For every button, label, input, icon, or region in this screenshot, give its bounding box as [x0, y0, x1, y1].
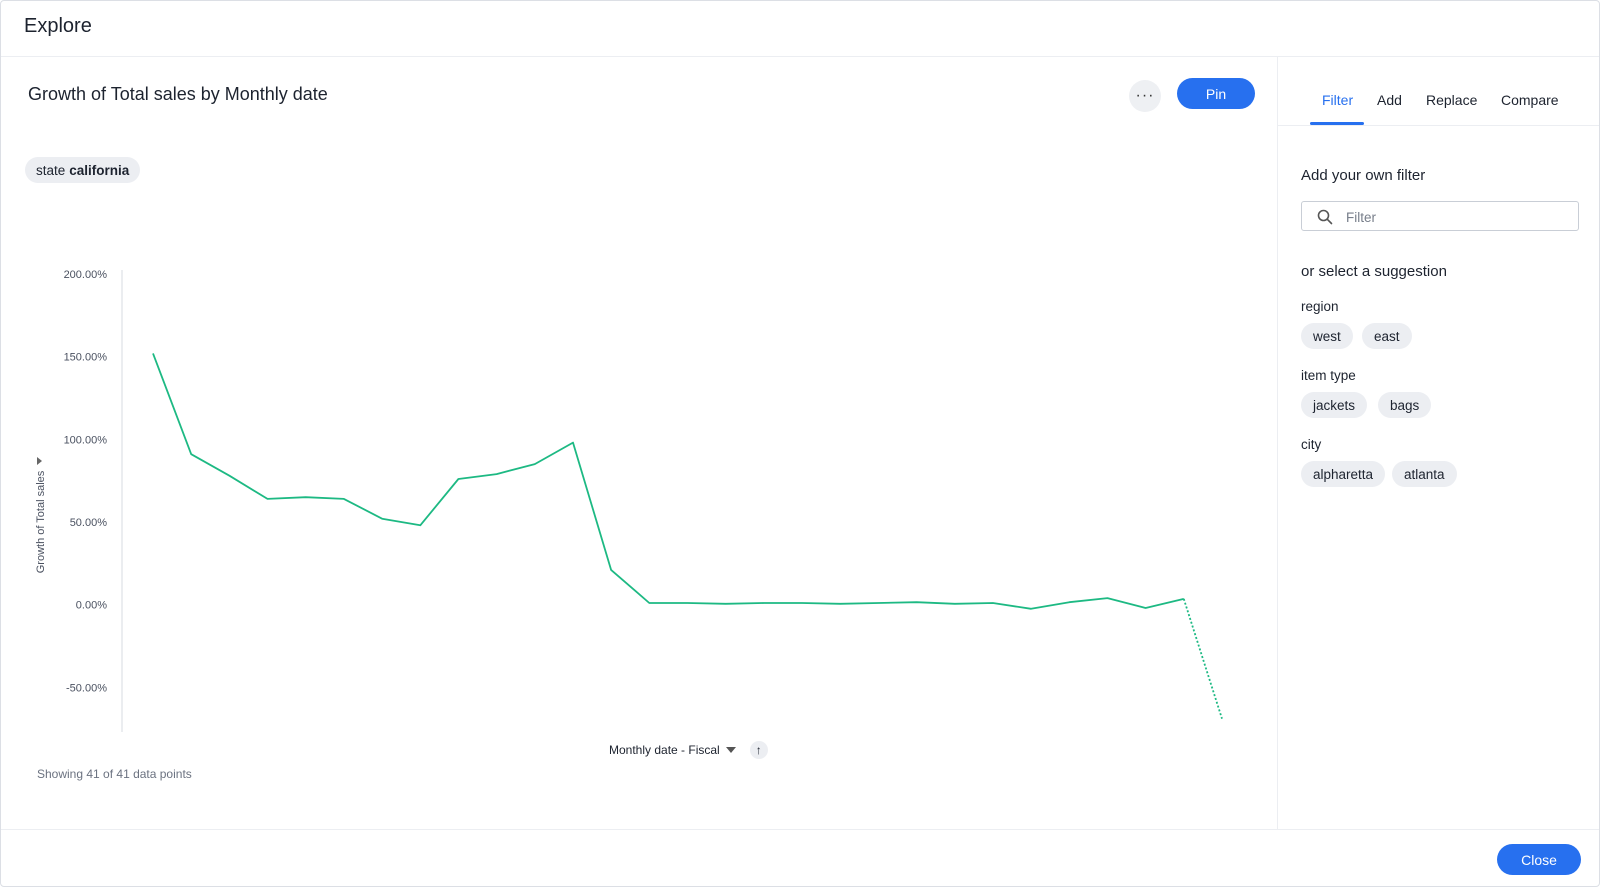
tab-add[interactable]: Add — [1377, 92, 1402, 108]
chip-value: california — [69, 162, 130, 178]
pin-button[interactable]: Pin — [1177, 78, 1255, 109]
x-axis-title: Monthly date - Fiscal — [609, 743, 720, 757]
suggestion-chip[interactable]: atlanta — [1392, 461, 1457, 487]
suggestion-chip[interactable]: bags — [1378, 392, 1432, 418]
chart-title: Growth of Total sales by Monthly date — [28, 84, 328, 104]
data-point-count: Showing 41 of 41 data points — [37, 767, 192, 781]
tab-replace[interactable]: Replace — [1426, 92, 1478, 108]
x-axis-title-control[interactable]: Monthly date - Fiscal ↑ — [609, 741, 768, 759]
line-chart: 200.00%150.00%100.00%50.00%0.00%-50.00%-… — [35, 269, 1223, 732]
y-axis-title: Growth of Total sales — [35, 470, 47, 573]
search-icon — [1317, 209, 1333, 225]
series-projection-line[interactable] — [1182, 598, 1223, 719]
suggestion-group-label: city — [1301, 437, 1322, 452]
y-tick-label: -50.00% — [66, 682, 107, 694]
suggestion-chip[interactable]: east — [1362, 323, 1412, 349]
modal-footer: Close — [1, 829, 1599, 887]
modal-header: Explore — [1, 1, 1599, 57]
pane-divider — [1277, 57, 1278, 829]
state-filter-chip[interactable]: state california — [25, 157, 141, 183]
y-tick-label: 100.00% — [64, 434, 108, 446]
y-tick-label: 0.00% — [76, 600, 107, 612]
modal-title: Explore — [24, 15, 92, 37]
filter-input[interactable] — [1344, 206, 1568, 228]
suggestion-chip[interactable]: jackets — [1301, 392, 1368, 418]
series-line[interactable] — [152, 353, 1185, 610]
panel-tabs: Filter Add Replace Compare — [1278, 57, 1599, 126]
chart-pane: Growth of Total sales by Monthly date ··… — [1, 57, 1277, 829]
filter-search-box[interactable] — [1301, 201, 1579, 231]
more-options-button[interactable]: ··· — [1129, 80, 1161, 112]
caret-icon[interactable] — [37, 457, 42, 465]
tab-filter[interactable]: Filter — [1322, 92, 1354, 108]
add-filter-heading: Add your own filter — [1301, 167, 1426, 184]
close-button[interactable]: Close — [1497, 844, 1581, 875]
y-tick-label: 200.00% — [64, 269, 108, 281]
suggestion-heading: or select a suggestion — [1301, 263, 1447, 280]
chip-key: state — [36, 162, 66, 178]
arrow-up-icon[interactable]: ↑ — [749, 741, 768, 759]
suggestion-group-label: item type — [1301, 368, 1356, 383]
active-tab-indicator — [1310, 122, 1364, 125]
suggestion-group-label: region — [1301, 299, 1339, 314]
filter-panel: Filter Add Replace Compare Add your own … — [1278, 57, 1599, 829]
caret-down-icon[interactable] — [725, 747, 736, 753]
suggestion-chip[interactable]: west — [1301, 323, 1353, 349]
tab-compare[interactable]: Compare — [1501, 92, 1559, 108]
y-tick-label: 50.00% — [70, 517, 108, 529]
y-tick-label: 150.00% — [64, 352, 108, 364]
suggestion-chip[interactable]: alpharetta — [1301, 461, 1386, 487]
